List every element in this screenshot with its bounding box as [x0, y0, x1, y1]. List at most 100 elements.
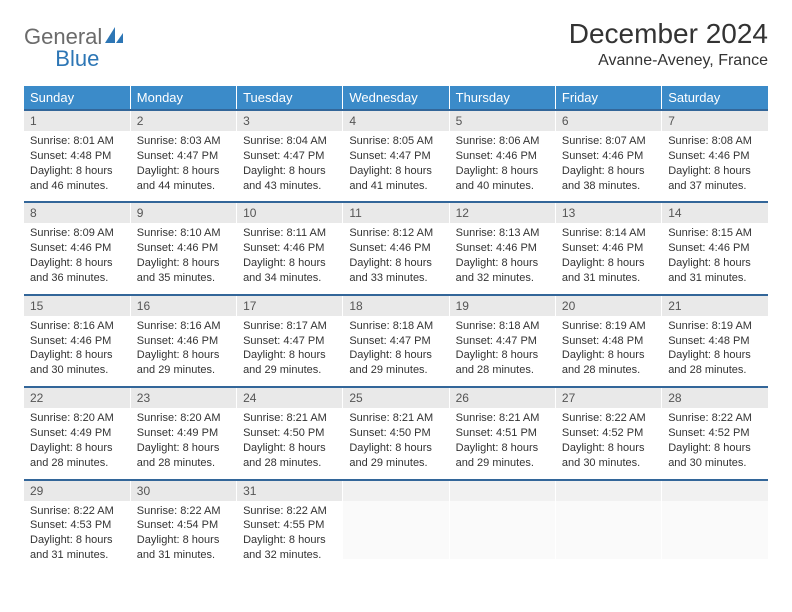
brand-part2: Blue	[55, 46, 99, 71]
day-number: 18	[343, 296, 448, 316]
day-cell: 20Sunrise: 8:19 AMSunset: 4:48 PMDayligh…	[555, 295, 661, 387]
day-body: Sunrise: 8:06 AMSunset: 4:46 PMDaylight:…	[450, 131, 555, 201]
day-number: 9	[131, 203, 236, 223]
day-cell: 21Sunrise: 8:19 AMSunset: 4:48 PMDayligh…	[662, 295, 768, 387]
day-cell: 7Sunrise: 8:08 AMSunset: 4:46 PMDaylight…	[662, 110, 768, 202]
day-number: 12	[450, 203, 555, 223]
weekday-tuesday: Tuesday	[237, 86, 343, 110]
day-body: Sunrise: 8:10 AMSunset: 4:46 PMDaylight:…	[131, 223, 236, 293]
day-cell: 18Sunrise: 8:18 AMSunset: 4:47 PMDayligh…	[343, 295, 449, 387]
day-number: 10	[237, 203, 342, 223]
day-number: 6	[556, 111, 661, 131]
day-number: 31	[237, 481, 342, 501]
weekday-thursday: Thursday	[449, 86, 555, 110]
day-number: 5	[450, 111, 555, 131]
weekday-sunday: Sunday	[24, 86, 130, 110]
day-body: Sunrise: 8:21 AMSunset: 4:50 PMDaylight:…	[237, 408, 342, 478]
day-cell: .	[555, 480, 661, 571]
day-body: Sunrise: 8:16 AMSunset: 4:46 PMDaylight:…	[131, 316, 236, 386]
day-cell: .	[662, 480, 768, 571]
day-cell: 15Sunrise: 8:16 AMSunset: 4:46 PMDayligh…	[24, 295, 130, 387]
day-body: Sunrise: 8:22 AMSunset: 4:54 PMDaylight:…	[131, 501, 236, 571]
day-cell: 23Sunrise: 8:20 AMSunset: 4:49 PMDayligh…	[130, 387, 236, 479]
day-number: 4	[343, 111, 448, 131]
weekday-friday: Friday	[555, 86, 661, 110]
day-body: Sunrise: 8:19 AMSunset: 4:48 PMDaylight:…	[662, 316, 768, 386]
day-cell: 12Sunrise: 8:13 AMSunset: 4:46 PMDayligh…	[449, 202, 555, 294]
day-body: Sunrise: 8:07 AMSunset: 4:46 PMDaylight:…	[556, 131, 661, 201]
day-cell: 4Sunrise: 8:05 AMSunset: 4:47 PMDaylight…	[343, 110, 449, 202]
day-number: 1	[24, 111, 130, 131]
day-number: 30	[131, 481, 236, 501]
day-cell: 3Sunrise: 8:04 AMSunset: 4:47 PMDaylight…	[237, 110, 343, 202]
day-body: Sunrise: 8:20 AMSunset: 4:49 PMDaylight:…	[131, 408, 236, 478]
day-number: 14	[662, 203, 768, 223]
day-number: 3	[237, 111, 342, 131]
day-body: Sunrise: 8:15 AMSunset: 4:46 PMDaylight:…	[662, 223, 768, 293]
day-number: 24	[237, 388, 342, 408]
day-body: Sunrise: 8:22 AMSunset: 4:52 PMDaylight:…	[662, 408, 768, 478]
day-cell: 28Sunrise: 8:22 AMSunset: 4:52 PMDayligh…	[662, 387, 768, 479]
day-body: Sunrise: 8:22 AMSunset: 4:52 PMDaylight:…	[556, 408, 661, 478]
weekday-monday: Monday	[130, 86, 236, 110]
day-body: Sunrise: 8:13 AMSunset: 4:46 PMDaylight:…	[450, 223, 555, 293]
day-body: Sunrise: 8:18 AMSunset: 4:47 PMDaylight:…	[450, 316, 555, 386]
location: Avanne-Aveney, France	[569, 52, 768, 70]
calendar-body: 1Sunrise: 8:01 AMSunset: 4:48 PMDaylight…	[24, 110, 768, 571]
day-cell: 8Sunrise: 8:09 AMSunset: 4:46 PMDaylight…	[24, 202, 130, 294]
day-cell: 1Sunrise: 8:01 AMSunset: 4:48 PMDaylight…	[24, 110, 130, 202]
day-number: 16	[131, 296, 236, 316]
day-cell: 29Sunrise: 8:22 AMSunset: 4:53 PMDayligh…	[24, 480, 130, 571]
day-number: 29	[24, 481, 130, 501]
day-body: Sunrise: 8:18 AMSunset: 4:47 PMDaylight:…	[343, 316, 448, 386]
day-body: Sunrise: 8:21 AMSunset: 4:51 PMDaylight:…	[450, 408, 555, 478]
day-body: Sunrise: 8:19 AMSunset: 4:48 PMDaylight:…	[556, 316, 661, 386]
day-cell: 13Sunrise: 8:14 AMSunset: 4:46 PMDayligh…	[555, 202, 661, 294]
day-body: Sunrise: 8:05 AMSunset: 4:47 PMDaylight:…	[343, 131, 448, 201]
day-cell: .	[343, 480, 449, 571]
day-cell: 22Sunrise: 8:20 AMSunset: 4:49 PMDayligh…	[24, 387, 130, 479]
day-cell: 25Sunrise: 8:21 AMSunset: 4:50 PMDayligh…	[343, 387, 449, 479]
day-cell: 9Sunrise: 8:10 AMSunset: 4:46 PMDaylight…	[130, 202, 236, 294]
weekday-wednesday: Wednesday	[343, 86, 449, 110]
week-row: 29Sunrise: 8:22 AMSunset: 4:53 PMDayligh…	[24, 480, 768, 571]
month-title: December 2024	[569, 18, 768, 50]
week-row: 1Sunrise: 8:01 AMSunset: 4:48 PMDaylight…	[24, 110, 768, 202]
day-body: Sunrise: 8:12 AMSunset: 4:46 PMDaylight:…	[343, 223, 448, 293]
day-cell: 14Sunrise: 8:15 AMSunset: 4:46 PMDayligh…	[662, 202, 768, 294]
day-cell: 2Sunrise: 8:03 AMSunset: 4:47 PMDaylight…	[130, 110, 236, 202]
day-number: 26	[450, 388, 555, 408]
day-cell: 16Sunrise: 8:16 AMSunset: 4:46 PMDayligh…	[130, 295, 236, 387]
day-body: Sunrise: 8:11 AMSunset: 4:46 PMDaylight:…	[237, 223, 342, 293]
day-number: 13	[556, 203, 661, 223]
day-number: 7	[662, 111, 768, 131]
day-number: 25	[343, 388, 448, 408]
day-body: Sunrise: 8:14 AMSunset: 4:46 PMDaylight:…	[556, 223, 661, 293]
day-number: 11	[343, 203, 448, 223]
day-number: 19	[450, 296, 555, 316]
day-body: Sunrise: 8:04 AMSunset: 4:47 PMDaylight:…	[237, 131, 342, 201]
day-body: Sunrise: 8:22 AMSunset: 4:53 PMDaylight:…	[24, 501, 130, 571]
day-body: Sunrise: 8:20 AMSunset: 4:49 PMDaylight:…	[24, 408, 130, 478]
day-number: 8	[24, 203, 130, 223]
weekday-saturday: Saturday	[662, 86, 768, 110]
day-cell: 31Sunrise: 8:22 AMSunset: 4:55 PMDayligh…	[237, 480, 343, 571]
day-number: 17	[237, 296, 342, 316]
day-body: Sunrise: 8:08 AMSunset: 4:46 PMDaylight:…	[662, 131, 768, 201]
day-body: Sunrise: 8:21 AMSunset: 4:50 PMDaylight:…	[343, 408, 448, 478]
title-block: December 2024 Avanne-Aveney, France	[569, 18, 768, 70]
day-cell: 19Sunrise: 8:18 AMSunset: 4:47 PMDayligh…	[449, 295, 555, 387]
day-cell: 17Sunrise: 8:17 AMSunset: 4:47 PMDayligh…	[237, 295, 343, 387]
day-number: 23	[131, 388, 236, 408]
day-body: Sunrise: 8:03 AMSunset: 4:47 PMDaylight:…	[131, 131, 236, 201]
day-body: Sunrise: 8:22 AMSunset: 4:55 PMDaylight:…	[237, 501, 342, 571]
day-cell: 27Sunrise: 8:22 AMSunset: 4:52 PMDayligh…	[555, 387, 661, 479]
day-body: Sunrise: 8:09 AMSunset: 4:46 PMDaylight:…	[24, 223, 130, 293]
brand-sail-icon	[104, 24, 124, 50]
calendar-table: SundayMondayTuesdayWednesdayThursdayFrid…	[24, 86, 768, 571]
calendar-page: General December 2024 Avanne-Aveney, Fra…	[0, 0, 792, 589]
day-number: 21	[662, 296, 768, 316]
day-body: Sunrise: 8:01 AMSunset: 4:48 PMDaylight:…	[24, 131, 130, 201]
day-cell: 10Sunrise: 8:11 AMSunset: 4:46 PMDayligh…	[237, 202, 343, 294]
day-cell: 11Sunrise: 8:12 AMSunset: 4:46 PMDayligh…	[343, 202, 449, 294]
